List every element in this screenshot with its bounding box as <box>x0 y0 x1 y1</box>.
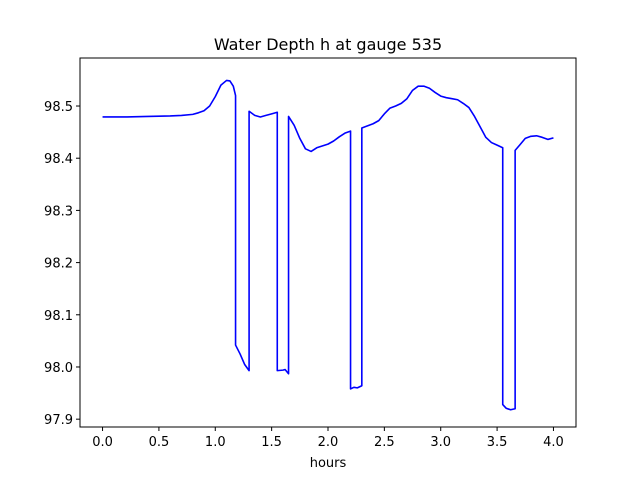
y-tick-label: 98.4 <box>44 152 73 167</box>
y-tick-label: 98.3 <box>44 204 73 219</box>
y-tick-label: 98.0 <box>44 361 73 376</box>
x-tick-label: 1.0 <box>205 435 226 450</box>
axis-ticks: 0.0 0.5 1.0 1.5 2.0 2.5 3.0 3.5 4.0 97.9 98.0 98.1 9… <box>44 100 564 450</box>
x-tick-label: 2.0 <box>318 435 339 450</box>
y-tick-label: 97.9 <box>44 413 73 428</box>
series-line-0 <box>102 79 554 411</box>
x-tick-label: 3.5 <box>487 435 508 450</box>
x-tick-label: 1.5 <box>261 435 282 450</box>
plot-frame <box>79 57 577 428</box>
chart-title: Water Depth h at gauge 535 <box>214 35 442 54</box>
y-tick-label: 98.2 <box>44 257 73 272</box>
plot-area <box>102 79 554 411</box>
x-tick-label: 0.5 <box>149 435 170 450</box>
x-tick-label: 2.5 <box>374 435 395 450</box>
x-tick-label: 0.0 <box>92 435 113 450</box>
y-tick-label: 98.5 <box>44 100 73 115</box>
y-tick-label: 98.1 <box>44 309 73 324</box>
x-axis-label: hours <box>310 456 347 471</box>
x-tick-label: 4.0 <box>543 435 564 450</box>
x-tick-label: 3.0 <box>430 435 451 450</box>
